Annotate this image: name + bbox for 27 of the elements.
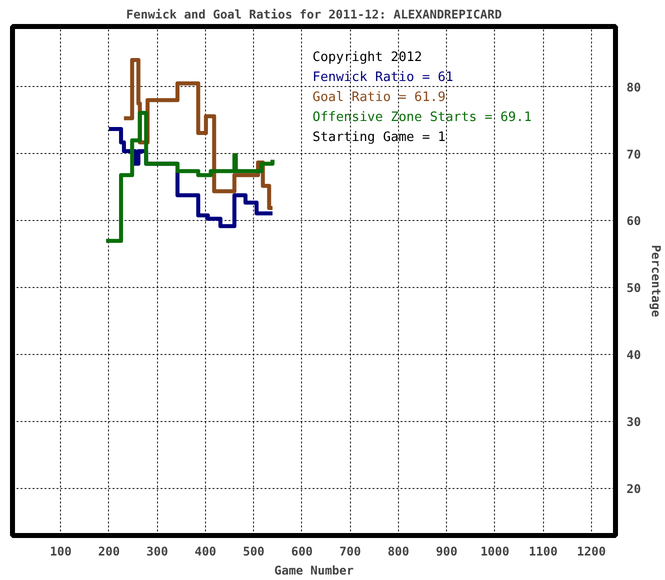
x-tick-label: 400 <box>194 544 216 558</box>
text: Offensive Zone Starts = 69.1 <box>312 110 532 125</box>
text: Fenwick Ratio = 61 <box>312 70 454 85</box>
y-tick-label: 20 <box>626 482 641 496</box>
x-tick-label: 200 <box>98 544 120 558</box>
annotation: Starting Game = 1 <box>312 130 446 145</box>
y-axis-title: Percentage <box>648 244 663 318</box>
text: Goal Ratio = 61.9 <box>312 90 446 105</box>
x-tick-label: 600 <box>291 544 313 558</box>
x-tick-label: 500 <box>242 544 265 558</box>
y-tick-label: 40 <box>626 348 641 362</box>
chart-title: Fenwick and Goal Ratios for 2011-12: ALEXANDREPICARD <box>126 8 502 22</box>
y-tick-label: 50 <box>626 281 641 296</box>
y-tick-label: 80 <box>626 80 641 94</box>
x-tick-label: 800 <box>388 544 410 558</box>
x-tick-label: 900 <box>436 544 458 558</box>
x-tick-label: 1100 <box>528 544 558 558</box>
annotation: Copyright 2012 <box>312 50 422 65</box>
x-tick-label: 100 <box>50 544 72 558</box>
x-tick-label: 700 <box>339 544 362 558</box>
x-tick-label: 1200 <box>576 544 606 558</box>
x-axis-title: Game Number <box>274 564 354 578</box>
x-tick-label: 1000 <box>480 544 510 558</box>
y-tick-label: 70 <box>626 147 641 162</box>
y-tick-label: 60 <box>626 214 641 228</box>
x-tick-label: 300 <box>146 544 168 558</box>
y-tick-label: 30 <box>626 415 641 430</box>
